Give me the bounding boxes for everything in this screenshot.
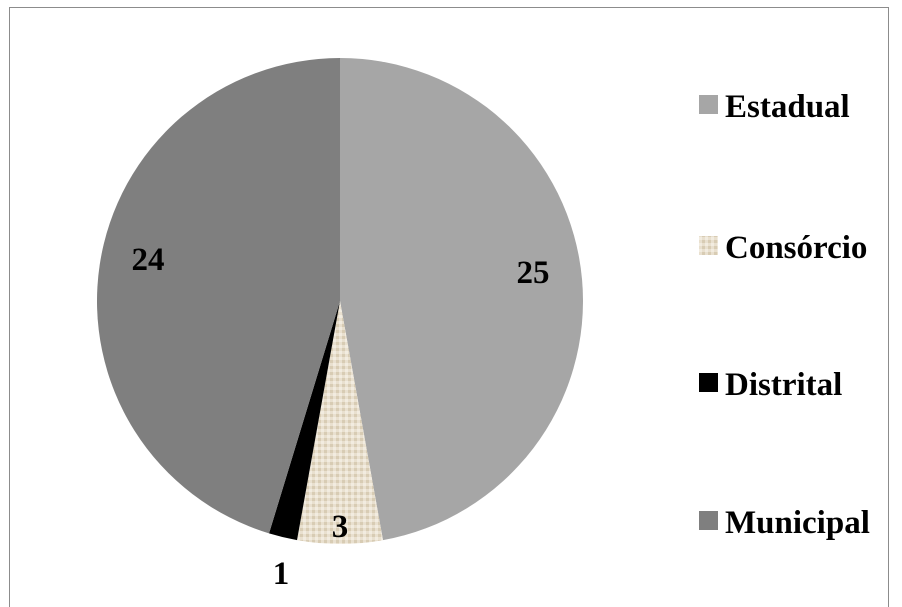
legend-swatch-municipal: [699, 511, 718, 530]
legend-label-distrital: Distrital: [725, 367, 842, 403]
pie-slices: [97, 58, 584, 544]
legend-label-estadual: Estadual: [725, 89, 850, 125]
data-label-municipal: 24: [132, 242, 165, 278]
pie-slice-municipal: [97, 58, 341, 534]
data-label-consrcio: 3: [332, 509, 349, 545]
pie-slice-consrcio: [297, 301, 383, 544]
chart-frame: [9, 7, 889, 607]
legend-swatch-estadual: [699, 95, 718, 114]
pie-slice-estadual: [340, 58, 584, 541]
legend-label-consrcio: Consórcio: [725, 230, 867, 266]
pie-data-labels: 25 3 1 24: [132, 242, 550, 592]
legend: Estadual Consórcio Distrital Municipal: [699, 89, 870, 541]
pie-slice-distrital: [269, 301, 340, 541]
legend-swatch-consrcio: [699, 236, 718, 255]
data-label-distrital: 1: [273, 556, 290, 592]
data-label-estadual: 25: [517, 255, 550, 291]
legend-label-municipal: Municipal: [725, 505, 870, 541]
legend-swatch-distrital: [699, 373, 718, 392]
